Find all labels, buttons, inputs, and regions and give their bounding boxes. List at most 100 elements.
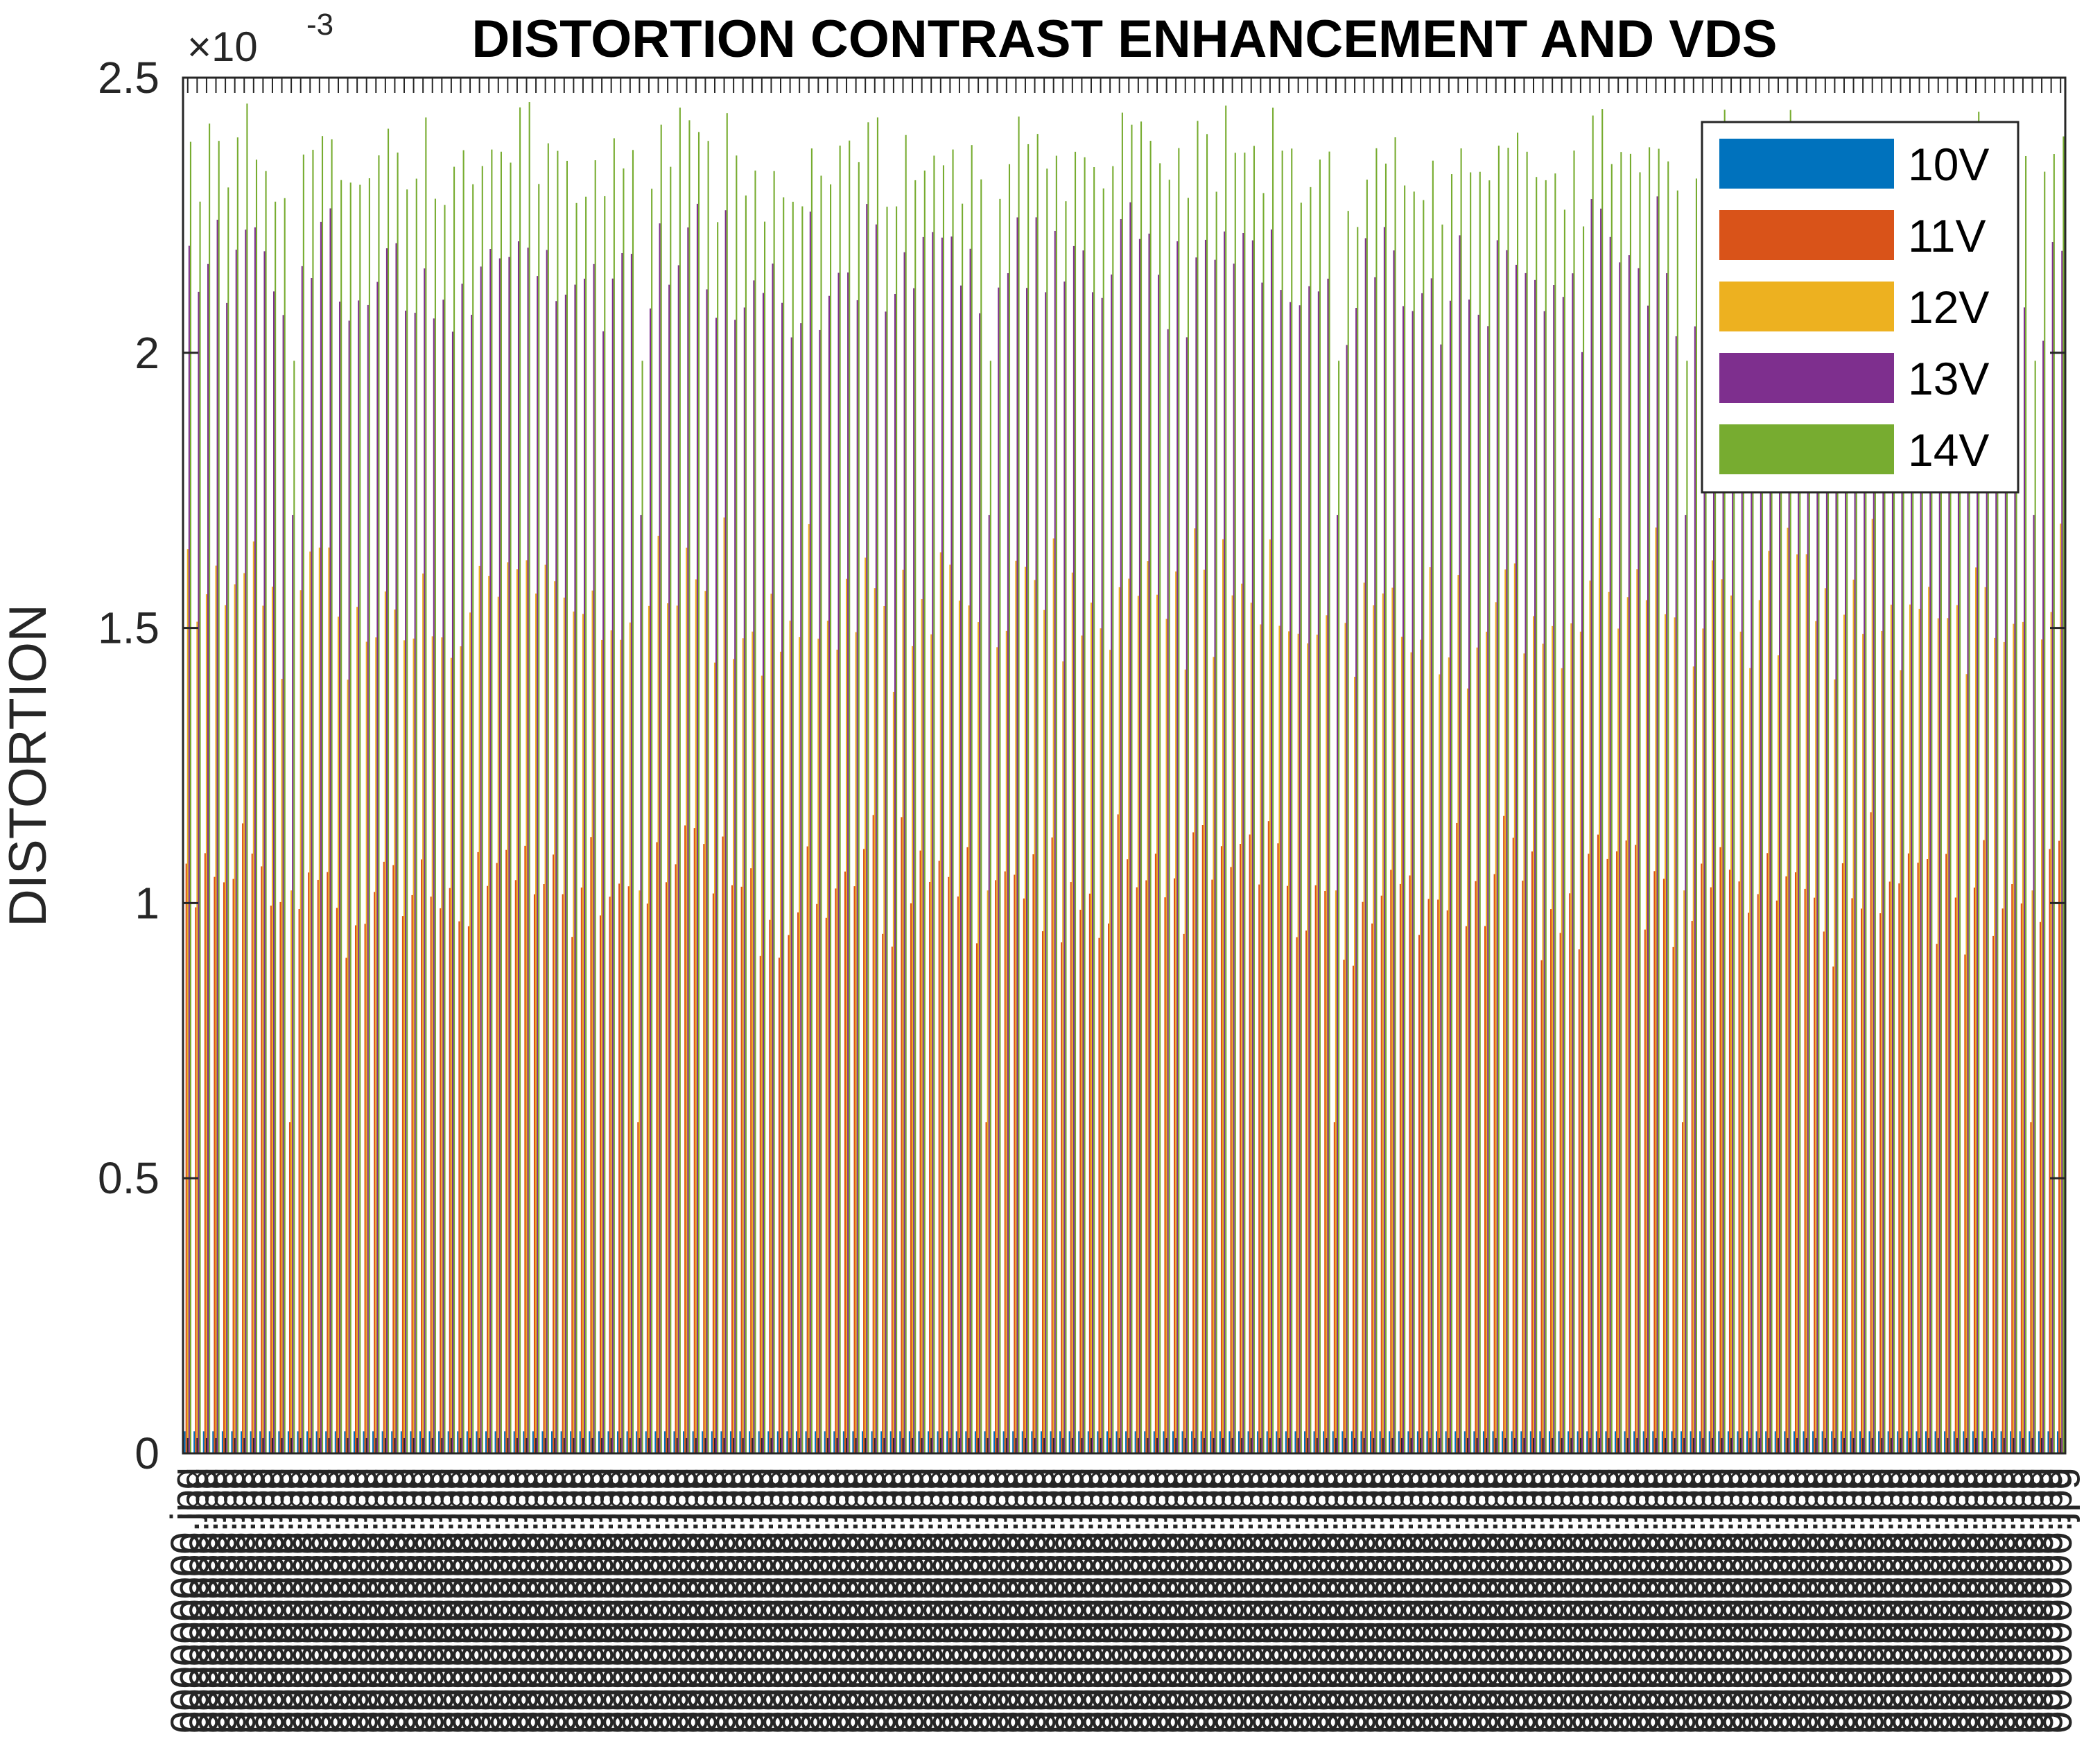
x-tick-label: 000000000.jpg	[1142, 1467, 1187, 1733]
legend: 10V 11V 12V 13V 14V	[1701, 121, 2020, 494]
bar-12V	[610, 630, 612, 1453]
bar-14V	[858, 162, 860, 1453]
bar-10V	[626, 1431, 628, 1453]
x-tick-label: 000000000.jpg	[1461, 1467, 1506, 1733]
bar-10V	[381, 1431, 383, 1453]
bar-14V	[199, 201, 201, 1453]
bar-10V	[1567, 1431, 1570, 1453]
bar-14V	[462, 150, 464, 1454]
bar-group	[815, 175, 822, 1454]
bar-group	[1558, 209, 1565, 1454]
bar-group	[1276, 150, 1283, 1453]
bar-11V	[929, 881, 931, 1453]
bar-12V	[845, 578, 848, 1453]
x-tick-label: 000000000.jpg	[1095, 1467, 1140, 1733]
bar-group	[2056, 136, 2065, 1454]
bar-12V	[939, 552, 941, 1453]
bar-13V	[1986, 258, 1988, 1453]
x-tick-label: 000000000.jpg	[1132, 1467, 1177, 1733]
bar-13V	[1251, 240, 1253, 1454]
bar-12V	[1598, 518, 1601, 1453]
bar-group	[1680, 361, 1688, 1454]
bar-13V	[1609, 236, 1611, 1453]
bar-group	[476, 166, 483, 1454]
bar-14V	[1517, 132, 1519, 1453]
bar-11V	[1691, 921, 1693, 1453]
bar-group	[1934, 216, 1942, 1454]
bar-13V	[2023, 307, 2026, 1453]
bar-13V	[837, 273, 840, 1453]
bar-10V	[899, 1431, 901, 1453]
bar-group	[607, 138, 615, 1454]
bar-13V	[1035, 217, 1037, 1453]
bar-11V	[1644, 929, 1646, 1453]
bar-13V	[451, 331, 454, 1453]
bar-group	[1944, 141, 1952, 1453]
bar-11V	[204, 853, 206, 1453]
bar-13V	[1647, 305, 1649, 1454]
bar-13V	[198, 291, 200, 1453]
x-tick-label: 000000000.jpg	[2017, 1467, 2062, 1733]
bar-group	[711, 222, 719, 1454]
bar-13V	[517, 241, 520, 1453]
bar-10V	[419, 1431, 422, 1453]
bar-group	[1803, 139, 1810, 1454]
bar-group	[908, 180, 917, 1454]
bar-13V	[527, 248, 529, 1454]
bar-11V	[1888, 881, 1891, 1453]
bar-14V	[1959, 164, 1961, 1454]
bar-group	[221, 187, 229, 1454]
bar-11V	[232, 879, 234, 1453]
bar-group	[1840, 180, 1848, 1454]
bar-12V	[384, 591, 386, 1453]
x-tick-label: 000000000.jpg	[1659, 1467, 1704, 1733]
bar-group	[1059, 201, 1067, 1454]
bar-12V	[752, 631, 754, 1453]
bar-group	[1219, 105, 1227, 1454]
bar-11V	[1240, 844, 1242, 1453]
bar-11V	[1230, 867, 1232, 1453]
bar-10V	[550, 1431, 553, 1453]
bar-12V	[704, 591, 706, 1453]
bar-11V	[195, 907, 197, 1453]
bar-group	[1963, 198, 1970, 1454]
bar-12V	[1024, 567, 1027, 1453]
bar-group	[1972, 112, 1980, 1454]
bar-14V	[670, 166, 672, 1454]
bar-group	[1106, 166, 1114, 1454]
bar-11V	[1907, 853, 1909, 1453]
bar-14V	[1046, 168, 1048, 1454]
bar-13V	[1854, 257, 1856, 1454]
bar-12V	[2060, 524, 2062, 1454]
bar-12V	[497, 596, 499, 1453]
bar-11V	[693, 828, 695, 1453]
bar-10V	[1370, 1431, 1372, 1453]
legend-swatch	[1719, 353, 1894, 403]
bar-13V	[1045, 292, 1047, 1454]
bar-11V	[1512, 838, 1514, 1453]
x-tick-label: 000000000.jpg	[257, 1467, 302, 1733]
bar-12V	[1570, 623, 1572, 1454]
x-tick-label: 000000000.jpg	[1716, 1467, 1761, 1733]
bar-group	[824, 184, 832, 1454]
x-tick-label: 000000000.jpg	[1848, 1467, 1893, 1733]
bar-13V	[724, 210, 727, 1454]
bar-11V	[1249, 834, 1251, 1453]
legend-swatch	[1719, 139, 1894, 189]
bar-14V	[1027, 144, 1030, 1454]
bar-13V	[1825, 291, 1827, 1453]
bar-10V	[1012, 1431, 1014, 1453]
y-tick-labels: 0 0.5 1 1.5 2 2.5	[98, 53, 159, 1478]
bar-group	[1482, 180, 1491, 1454]
bar-12V	[526, 560, 528, 1453]
x-tick-label: 000000000.jpg	[435, 1467, 480, 1733]
bar-12V	[469, 612, 471, 1453]
bar-12V	[968, 605, 970, 1454]
bar-11V	[1785, 876, 1787, 1453]
bar-group	[560, 160, 568, 1454]
bar-14V	[1855, 184, 1857, 1453]
bar-14V	[1310, 187, 1312, 1454]
bar-group	[1398, 185, 1406, 1454]
bar-11V	[1088, 893, 1091, 1453]
bar-14V	[697, 132, 700, 1453]
